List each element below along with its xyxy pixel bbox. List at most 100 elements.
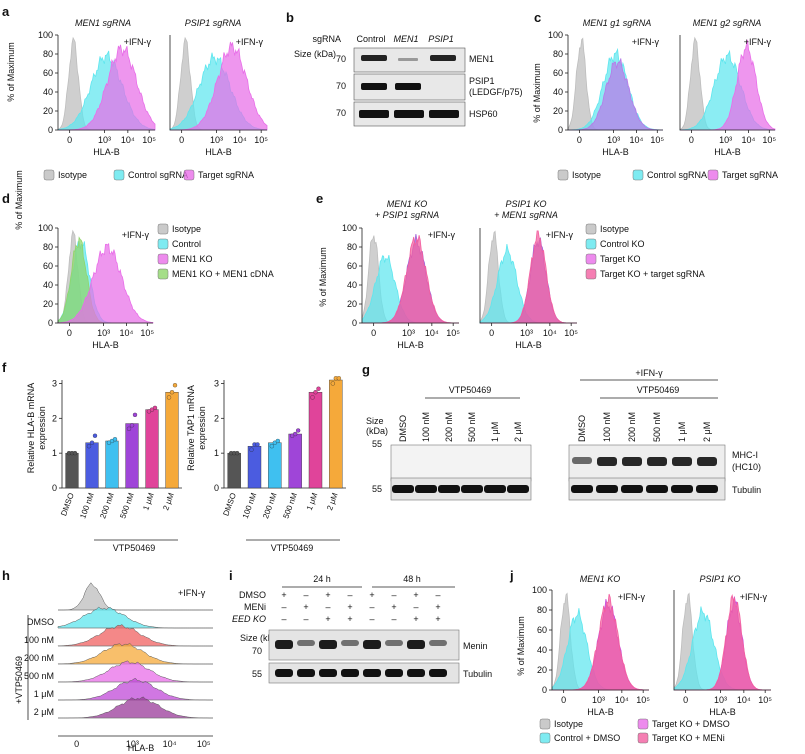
- panel-d-plot-xtick-label: 10³: [97, 328, 110, 338]
- panel-b-sgrna-label: sgRNA: [312, 34, 341, 44]
- panel-j-plot2-xlabel: HLA-B: [709, 707, 736, 717]
- panel-j-legend-item: Control + DMSO: [554, 733, 620, 743]
- panel-f-chart1-point: [92, 433, 98, 438]
- panel-g-ifn-tubulin-band: [671, 485, 693, 493]
- panel-c-plot2-xtick-label: 10⁵: [762, 135, 776, 145]
- panel-j-label: j: [509, 568, 514, 583]
- panel-g-band-label: (HC10): [732, 462, 761, 472]
- panel-f-chart2-xtick-label: 2 μM: [325, 491, 340, 511]
- panel-i-tubulin-band: [407, 669, 425, 677]
- panel-a-plot1: 0 20 40 60 80 100 0 10³ 10⁴ 10⁵ HLA-B +IFN-γ: [38, 30, 156, 157]
- panel-f-chart2-xtick-label: DMSO: [221, 492, 238, 518]
- panel-j-plot2-xtick-label: 0: [683, 695, 688, 705]
- panel-g-band-label: Tubulin: [732, 485, 761, 495]
- panel-f-chart2-point: [235, 451, 240, 456]
- panel-j-yaxis-label: % of Maximum: [516, 616, 526, 676]
- panel-j-plot1-ytick-label: 20: [537, 665, 547, 675]
- panel-c-plot1-xtick-label: 10⁵: [650, 135, 664, 145]
- panel-c-plot1-xtick-label: 10³: [607, 135, 620, 145]
- panel-a-plot1-xtick-label: 10⁵: [142, 135, 156, 145]
- panel-a-legend-item: Target sgRNA: [198, 170, 254, 180]
- panel-g-noifn-tubulin-band: [438, 485, 460, 493]
- panel-d-plot-ytick-label: 20: [43, 299, 53, 309]
- panel-f-chart1-bar: [145, 409, 159, 489]
- panel-f-chart2-point: [275, 438, 280, 444]
- panel-e-plot1-ytick-label: 60: [347, 261, 357, 271]
- panel-a-plot1-ytick-label: 80: [43, 49, 53, 59]
- panel-c-legend-item: Target sgRNA: [722, 170, 778, 180]
- panel-f-chart1-xtick-label: DMSO: [59, 492, 76, 518]
- panel-a-plot2-ifn-label: +IFN-γ: [236, 37, 264, 47]
- panel-c-plot1-ytick-label: 100: [548, 30, 563, 40]
- panel-e-plot1-xtick-label: 10⁵: [446, 328, 460, 338]
- panel-f-chart1-point: [172, 383, 178, 388]
- panel-d-plot: 0 20 40 60 80 100 0 10³ 10⁴ 10⁵ HLA-B +IFN-γ: [38, 223, 154, 350]
- panel-j-plot2-ifn-label: +IFN-γ: [740, 592, 768, 602]
- panel-i-sign: +: [413, 590, 418, 600]
- panel-g-marker: 55: [372, 484, 382, 494]
- panel-j-legend: Isotype Target KO + DMSO Control + DMSO Tar…: [539, 718, 730, 744]
- panel-c-plot1-ytick-label: 20: [553, 106, 563, 116]
- panel-i-sign: +: [325, 590, 330, 600]
- panel-f-chart1-xtick-label: 500 nM: [118, 491, 136, 519]
- panel-h-ifn-label: +IFN-γ: [178, 588, 206, 598]
- panel-b-band: [430, 55, 456, 61]
- panel-e-plot2-xtick-label: 0: [489, 328, 494, 338]
- panel-c-plot1-curve-target: [568, 58, 663, 131]
- panel-e-plot1-xtick-label: 10⁴: [425, 328, 439, 338]
- panel-i-tubulin-band: [319, 669, 337, 677]
- panel-f-chart1-point: [89, 440, 95, 445]
- panel-f-chart2-xtick-label: 200 nM: [261, 491, 279, 519]
- panel-i-sign: +: [347, 602, 352, 612]
- panel-i-band-label: Tubulin: [463, 669, 492, 679]
- panel-c-plot2-xtick-label: 0: [689, 135, 694, 145]
- panel-i-tubulin-band: [341, 669, 359, 677]
- panel-f-chart2-bar: [308, 391, 323, 489]
- panel-j-plot2-axes: [673, 590, 771, 691]
- panel-j-plot1: 0 20 40 60 80 100 0 10³ 10⁴ 10⁵ HLA-B +IFN-γ: [532, 585, 650, 717]
- panel-g-band-label: MHC-I: [732, 450, 758, 460]
- panel-f-chart1-xtick-label: 100 nM: [78, 491, 96, 519]
- panel-i-row-dmso: DMSO: [239, 590, 266, 600]
- panel-j-plot1-ytick-label: 40: [537, 645, 547, 655]
- panel-f-chart1-xtick-label: 200 nM: [98, 491, 116, 519]
- panel-c-plot1-ifn-label: +IFN-γ: [632, 37, 660, 47]
- panel-f-chart1-ytick-label: 1: [52, 448, 57, 458]
- panel-e-legend-item: Control KO: [600, 239, 645, 249]
- panel-d-legend-item: MEN1 KO: [172, 254, 213, 264]
- panel-f-chart2-xtick-label: 100 nM: [241, 491, 259, 519]
- panel-c-plot2-ifn-label: +IFN-γ: [744, 37, 772, 47]
- panel-d-legend-swatch: [157, 268, 169, 280]
- panel-i-sign: –: [303, 590, 308, 600]
- panel-e-legend-swatch: [585, 253, 597, 265]
- panel-a-plot2-axes: [169, 35, 267, 131]
- panel-f-chart2-point: [296, 428, 301, 433]
- panel-c-plot1-ytick-label: 40: [553, 87, 563, 97]
- panel-f-chart1-point: [129, 423, 135, 428]
- panel-a-plot2-xtick-label: 10⁵: [254, 135, 268, 145]
- panel-i-menin-band: [407, 640, 425, 649]
- panel-c-plot1-xtick-label: 10⁴: [629, 135, 643, 145]
- panel-f-chart2-point: [255, 442, 260, 447]
- panel-f-chart2-bar: [288, 433, 302, 489]
- panel-g-label: g: [362, 362, 370, 377]
- panel-d-plot-ytick-label: 80: [43, 242, 53, 252]
- panel-e-plot1-ytick-label: 100: [342, 223, 357, 233]
- panel-e-plot1-ytick-label: 20: [347, 299, 357, 309]
- panel-j-legend-swatch: [637, 718, 649, 730]
- panel-g-ifn-lane-label: DMSO: [577, 415, 587, 442]
- panel-i-sign: +: [391, 602, 396, 612]
- panel-j-plot1-xtick-label: 10⁵: [636, 695, 650, 705]
- panel-f-chart2-ytick-label: 3: [214, 378, 219, 388]
- panel-g-ifn-lane-label: 1 μM: [677, 422, 687, 442]
- panel-e-plot1: 0 20 40 60 80 100 0 10³ 10⁴ 10⁵ HLA-B +IFN-γ: [342, 223, 460, 350]
- panel-a-plot1-curve-target: [58, 44, 156, 131]
- panel-g-ifn-tubulin-band: [696, 485, 718, 493]
- panel-i-sign: +: [369, 590, 374, 600]
- panel-f-chart2-point: [249, 447, 254, 452]
- panel-h-label: h: [2, 568, 10, 583]
- panel-i-menin-band: [341, 640, 359, 646]
- panel-f-chart1-xtick-label: 1 μM: [141, 491, 156, 511]
- panel-j-plot1-ytick-label: 80: [537, 605, 547, 615]
- panel-h-row-label: 1 μM: [34, 689, 54, 699]
